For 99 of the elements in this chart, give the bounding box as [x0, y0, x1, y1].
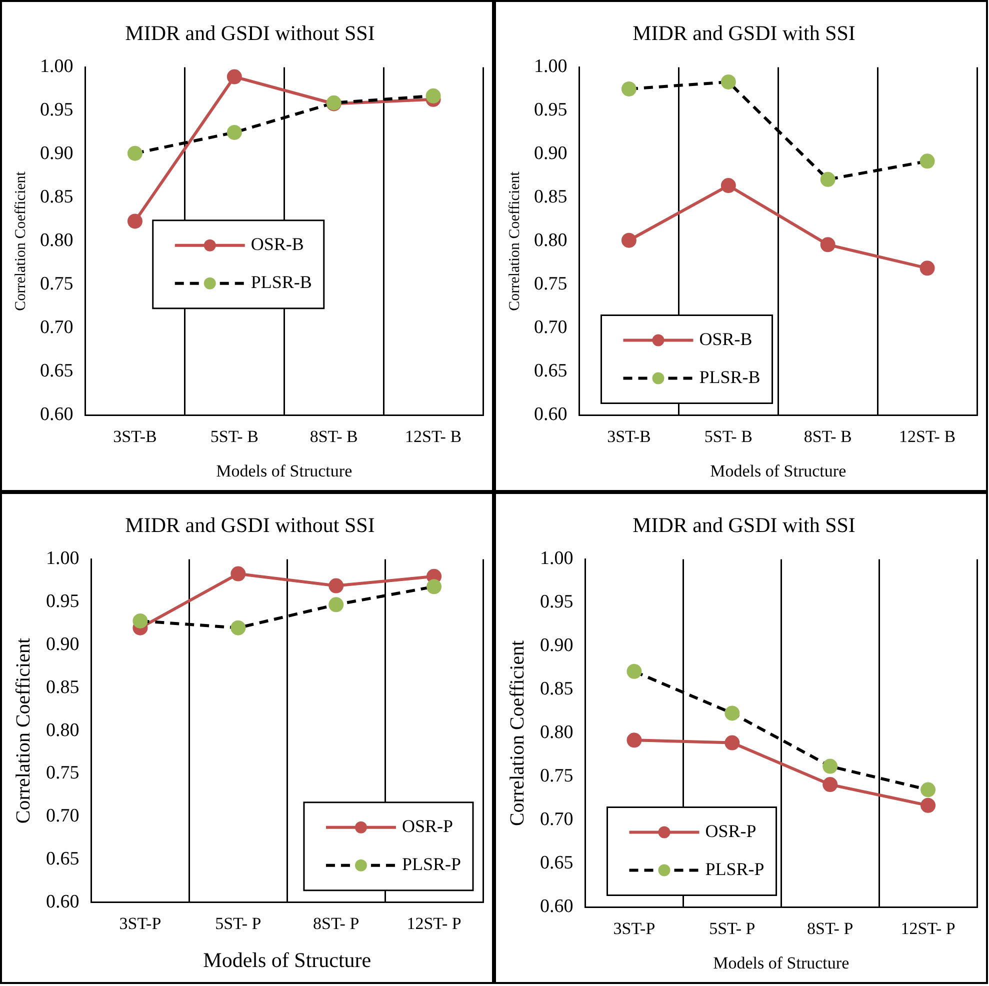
y-tick-label: 0.90 [540, 635, 574, 656]
point [226, 69, 242, 84]
x-axis-title: Models of Structure [216, 461, 352, 480]
chart-title: MIDR and GSDI with SSI [632, 21, 856, 46]
y-tick-label: 0.65 [46, 848, 80, 870]
point [426, 88, 441, 104]
point [626, 732, 642, 748]
x-tick-label: 5ST- P [709, 918, 756, 938]
point [230, 566, 246, 582]
point [426, 579, 442, 594]
x-tick-label: 8ST- B [804, 426, 852, 446]
x-tick-label: 12ST- B [899, 426, 956, 446]
point [822, 758, 838, 774]
chart-title: MIDR and GSDI without SSI [125, 21, 375, 46]
y-tick-label: 0.75 [534, 274, 568, 295]
legend-label: OSR-P [402, 816, 454, 836]
legend-label: OSR-B [250, 234, 304, 254]
x-tick-label: 8ST- P [807, 918, 854, 938]
y-tick-label: 0.70 [40, 317, 74, 338]
y-tick-label: 0.60 [540, 896, 574, 918]
point [920, 154, 935, 169]
y-tick-label: 0.90 [46, 634, 80, 655]
x-tick-label: 3ST-B [607, 426, 651, 446]
y-tick-label: 0.60 [534, 404, 568, 426]
chart-title: MIDR and GSDI with SSI [632, 513, 856, 538]
y-tick-label: 0.95 [534, 100, 568, 121]
x-tick-label: 5ST- B [704, 426, 752, 446]
y-tick-label: 0.60 [40, 404, 74, 426]
point [920, 260, 935, 276]
point [920, 798, 936, 813]
y-tick-label: 1.00 [46, 548, 80, 570]
point [720, 178, 736, 194]
point [621, 81, 636, 96]
x-tick-label: 3ST-P [613, 918, 656, 938]
y-tick-label: 0.65 [534, 360, 568, 382]
y-axis-title: Correlation Coefficient [12, 638, 34, 824]
x-tick-label: 8ST- B [310, 426, 358, 446]
y-axis-title: Correlation Coefficient [506, 170, 523, 311]
x-tick-label: 5ST- P [215, 914, 262, 934]
x-axis-title: Models of Structure [710, 461, 846, 480]
y-tick-label: 0.85 [540, 678, 574, 700]
x-tick-label: 12ST- B [405, 426, 462, 446]
x-tick-label: 12ST- P [406, 914, 462, 934]
y-tick-label: 0.65 [40, 360, 74, 382]
x-tick-label: 12ST- P [900, 918, 956, 938]
y-tick-label: 0.80 [540, 722, 574, 744]
point [621, 232, 636, 248]
y-axis-title: Correlation Coefficient [506, 640, 528, 826]
y-tick-label: 0.95 [540, 592, 574, 613]
point [724, 735, 740, 750]
y-tick-label: 1.00 [40, 56, 74, 78]
legend-label: PLSR-B [699, 366, 760, 387]
y-tick-label: 0.75 [40, 274, 74, 295]
y-tick-label: 0.70 [46, 806, 80, 827]
y-tick-label: 0.95 [40, 100, 74, 121]
y-tick-label: 0.70 [540, 809, 574, 830]
x-tick-label: 3ST-P [119, 914, 162, 934]
point [920, 782, 936, 798]
chart-title: MIDR and GSDI without SSI [125, 513, 375, 538]
point [822, 777, 838, 792]
y-tick-label: 0.90 [40, 143, 74, 164]
legend-label: PLSR-P [705, 858, 764, 879]
y-tick-label: 0.80 [46, 720, 80, 741]
point [724, 706, 740, 721]
point [132, 613, 148, 628]
y-tick-label: 1.00 [540, 548, 574, 570]
x-tick-label: 8ST- P [313, 914, 360, 934]
point [328, 578, 344, 594]
point [626, 664, 642, 679]
y-axis-title: Correlation Coefficient [12, 170, 29, 311]
point [127, 146, 142, 161]
y-tick-label: 0.80 [534, 230, 568, 252]
y-tick-label: 0.65 [540, 852, 574, 874]
legend-label: PLSR-P [402, 854, 462, 874]
point [328, 597, 344, 612]
point [230, 620, 246, 636]
x-axis-title: Models of Structure [713, 953, 850, 972]
y-tick-label: 0.95 [46, 591, 80, 612]
x-tick-label: 5ST- B [210, 426, 258, 446]
y-tick-label: 0.90 [534, 143, 568, 164]
y-tick-label: 0.85 [46, 676, 80, 698]
y-tick-label: 0.75 [46, 762, 80, 784]
y-tick-label: 0.85 [534, 186, 568, 208]
y-tick-label: 0.80 [40, 230, 74, 252]
y-tick-label: 0.70 [534, 317, 568, 338]
x-axis-title: Models of Structure [203, 948, 372, 972]
point [720, 74, 736, 90]
x-tick-label: 3ST-B [113, 426, 157, 446]
legend-label: PLSR-B [250, 272, 312, 292]
y-tick-label: 0.85 [40, 186, 74, 208]
point [127, 214, 142, 229]
y-tick-label: 1.00 [534, 56, 568, 78]
point [226, 124, 242, 140]
legend-label: OSR-B [699, 328, 752, 349]
y-tick-label: 0.75 [540, 766, 574, 787]
point [820, 237, 836, 252]
y-tick-label: 0.60 [46, 891, 80, 912]
point [820, 172, 836, 187]
legend-label: OSR-P [705, 820, 756, 841]
